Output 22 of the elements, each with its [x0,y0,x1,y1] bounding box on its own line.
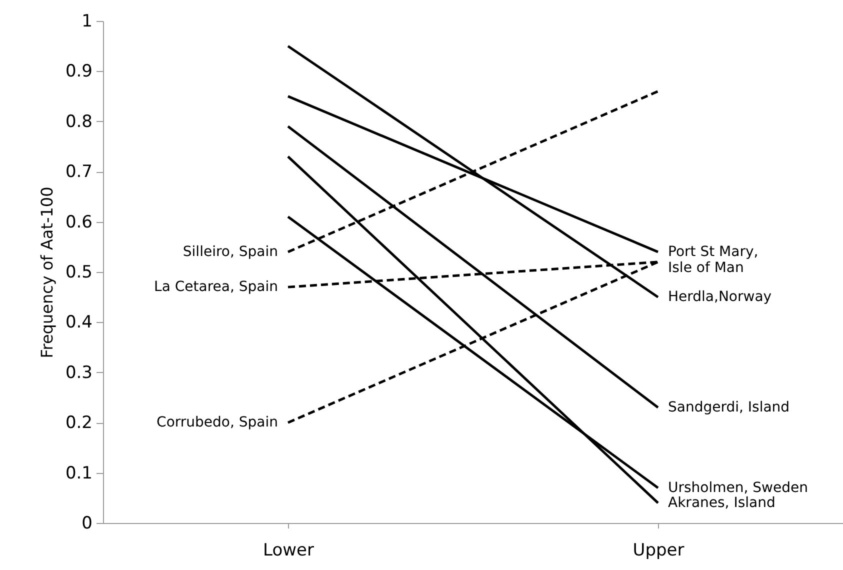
y-tick-label: 0.6 [65,212,92,232]
series-label: La Cetarea, Spain [154,279,278,296]
series-label: Corrubedo, Spain [156,414,278,431]
y-tick-label: 0.3 [65,362,92,383]
y-tick-label: 0.8 [65,112,92,132]
y-tick-label: 0.9 [65,62,92,82]
series-label: Port St Mary, Isle of Man [668,244,758,276]
x-tick-label: Lower [263,540,314,560]
y-tick-label: 0.7 [65,162,92,182]
y-axis-title: Frequency of Aat-100 [37,186,56,358]
series-label: Silleiro, Spain [182,244,278,260]
series-label: Akranes, Island [668,494,776,511]
y-tick-label: 0.2 [65,413,92,434]
y-tick-label: 1 [82,12,92,32]
y-tick-label: 0 [82,514,92,534]
y-tick-label: 0.4 [65,312,92,333]
series-label: Ursholmen, Sweden [668,480,808,496]
x-tick-label: Upper [632,540,684,560]
y-tick-label: 0.1 [65,463,92,484]
y-tick-label: 0.5 [65,262,92,282]
series-label: Sandgerdi, Island [668,400,790,416]
series-label: Herdla,Norway [668,289,772,306]
